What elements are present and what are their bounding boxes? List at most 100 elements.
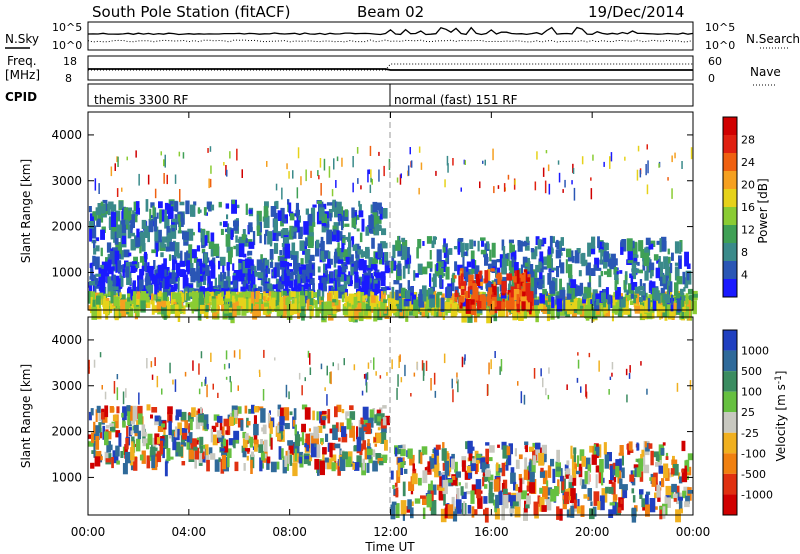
heatmap-cell [357, 178, 359, 184]
heatmap-cell [146, 443, 150, 450]
heatmap-cell [316, 411, 319, 421]
heatmap-cell [239, 349, 241, 360]
heatmap-cell [184, 252, 187, 267]
heatmap-cell [175, 203, 178, 212]
heatmap-cell [334, 443, 341, 449]
heatmap-cell [203, 253, 208, 265]
heatmap-cell [123, 249, 130, 258]
heatmap-cell [418, 187, 420, 195]
heatmap-cell [320, 241, 325, 255]
heatmap-cell [662, 506, 666, 519]
heatmap-cell [545, 150, 548, 154]
heatmap-cell [627, 246, 633, 261]
heatmap-cell [408, 307, 414, 316]
heatmap-cell [242, 234, 248, 247]
heatmap-cell [471, 259, 475, 269]
heatmap-cell [375, 453, 381, 460]
heatmap-cell [223, 363, 226, 370]
heatmap-cell [297, 275, 303, 284]
heatmap-cell [275, 278, 280, 285]
heatmap-cell [484, 243, 487, 256]
heatmap-cell [341, 237, 345, 253]
heatmap-cell [106, 242, 112, 253]
x-tick-label: 04:00 [172, 525, 207, 539]
heatmap-cell [126, 271, 132, 285]
heatmap-cell [269, 238, 273, 247]
x-tick-label: 12:00 [373, 525, 408, 539]
heatmap-cell [289, 454, 293, 466]
heatmap-cell [439, 275, 443, 288]
heatmap-cell [201, 248, 206, 254]
heatmap-cell [322, 447, 327, 455]
heatmap-cell [398, 283, 403, 294]
heatmap-cell [681, 468, 688, 483]
heatmap-cell [113, 275, 120, 291]
heatmap-cell [476, 454, 482, 458]
heatmap-cell [569, 287, 575, 296]
heatmap-cell [262, 274, 268, 287]
heatmap-cell [312, 299, 316, 306]
heatmap-cell [568, 284, 572, 294]
heatmap-cell [487, 280, 490, 294]
heatmap-cell [591, 236, 596, 249]
heatmap-cell [188, 244, 193, 254]
heatmap-cell [179, 189, 181, 202]
heatmap-cell [242, 438, 248, 448]
heatmap-cell [222, 271, 227, 280]
heatmap-cell [154, 433, 160, 445]
heatmap-cell [663, 275, 669, 290]
heatmap-cell [106, 440, 111, 453]
heatmap-cell [181, 269, 187, 277]
heatmap-cell [137, 275, 143, 281]
heatmap-cell [281, 187, 283, 200]
heatmap-cell [692, 290, 698, 294]
heatmap-cell [260, 304, 265, 310]
heatmap-cell [342, 451, 348, 460]
heatmap-cell [455, 302, 458, 316]
heatmap-cell [452, 272, 456, 277]
heatmap-cell [159, 278, 165, 289]
heatmap-cell [99, 352, 102, 358]
heatmap-cell [267, 231, 273, 245]
heatmap-cell [105, 202, 108, 211]
heatmap-cell [288, 272, 294, 281]
heatmap-cell [546, 487, 553, 496]
heatmap-cell [645, 504, 650, 517]
heatmap-cell [279, 425, 284, 432]
heatmap-cell [206, 201, 212, 210]
heatmap-cell [98, 406, 101, 422]
heatmap-cell [193, 446, 198, 451]
heatmap-cell [186, 438, 190, 450]
heatmap-cell [344, 273, 347, 281]
heatmap-cell [579, 449, 585, 461]
heatmap-cell [613, 494, 618, 501]
heatmap-cell [113, 296, 120, 306]
heatmap-cell [180, 434, 185, 446]
heatmap-cell [486, 308, 492, 324]
heatmap-cell [179, 446, 183, 457]
heatmap-cell [638, 458, 644, 472]
heatmap-cell [395, 503, 400, 518]
heatmap-cell [297, 451, 304, 457]
heatmap-cell [99, 267, 102, 272]
heatmap-cell [186, 293, 189, 301]
heatmap-cell [519, 478, 523, 493]
heatmap-cell [183, 238, 188, 246]
heatmap-cell [371, 237, 375, 249]
colorbar-swatch [723, 494, 737, 515]
heatmap-cell [542, 377, 544, 388]
heatmap-cell [402, 457, 405, 464]
heatmap-cell [410, 507, 414, 519]
heatmap-cell [679, 242, 682, 254]
heatmap-cell [301, 404, 308, 410]
heatmap-cell [490, 493, 495, 497]
heatmap-cell [583, 494, 588, 499]
heatmap-cell [241, 445, 247, 453]
freq-trace [88, 68, 693, 71]
heatmap-cell [127, 297, 131, 302]
heatmap-cell [101, 203, 106, 214]
heatmap-cell [348, 306, 351, 321]
heatmap-cell [678, 498, 683, 512]
heatmap-cell [679, 259, 682, 269]
heatmap-cell [135, 150, 137, 158]
